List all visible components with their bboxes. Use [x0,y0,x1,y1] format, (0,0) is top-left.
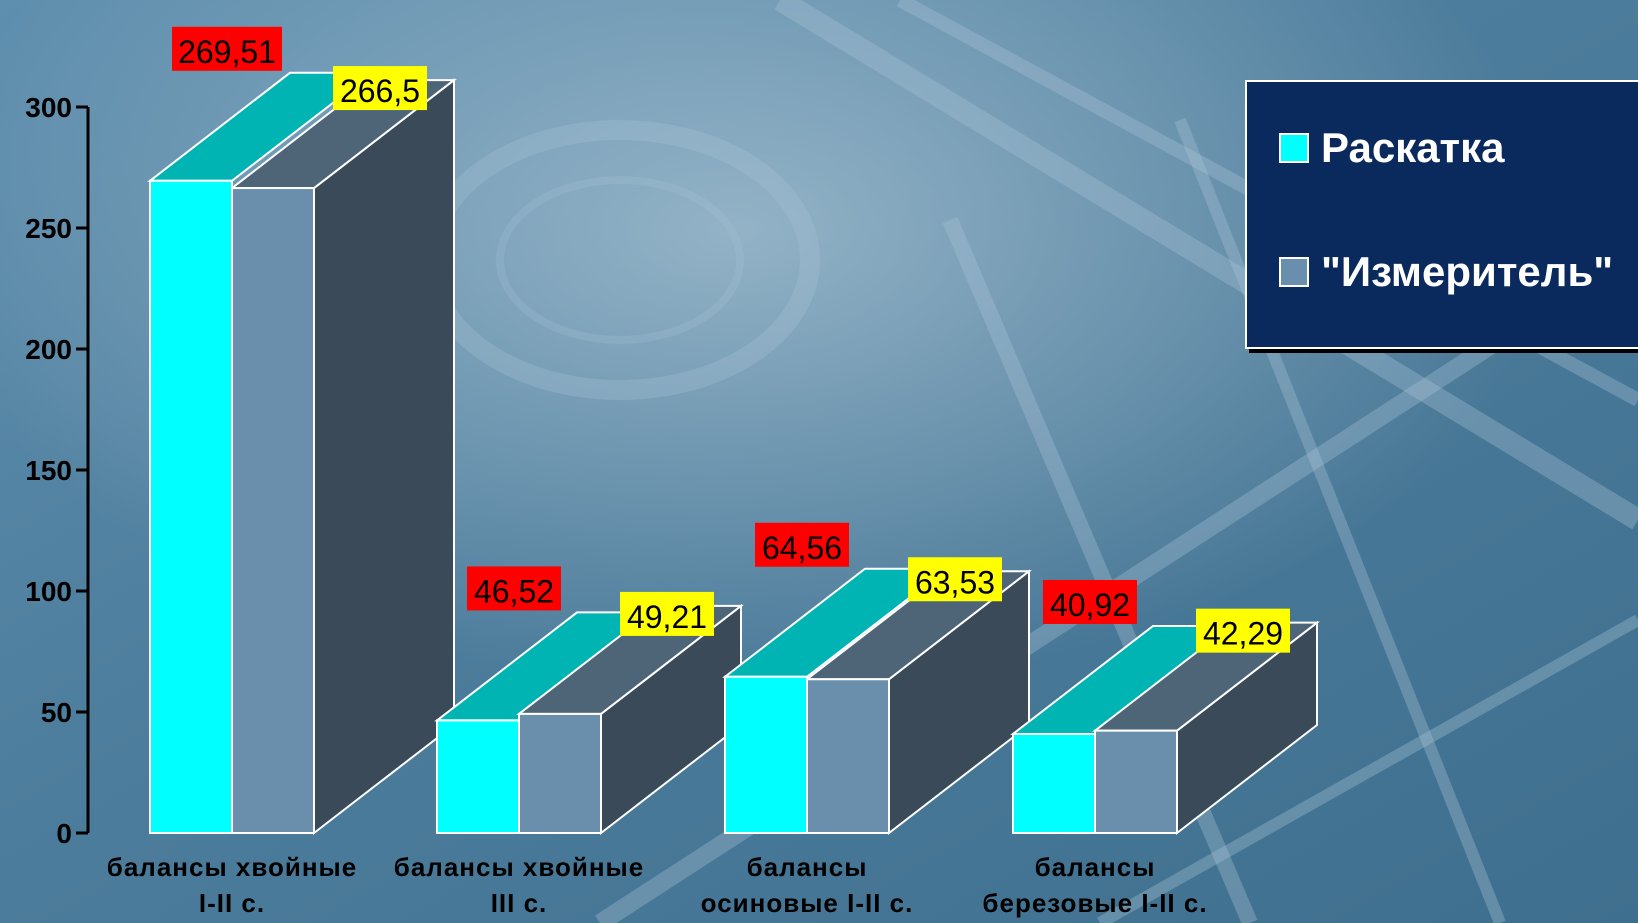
category-label: балансы хвойные [394,852,644,882]
y-tick-label: 0 [56,818,72,849]
y-tick-label: 200 [25,334,72,365]
bar-group [1010,620,1320,836]
category-label: балансы [1035,852,1156,882]
bar-group [147,71,457,836]
data-label-text: 266,5 [340,73,420,109]
data-label-izmeritel: 63,53 [908,557,1002,602]
data-label-raskatka: 46,52 [467,566,561,611]
data-label-bg [172,26,282,71]
category-label: балансы [747,852,868,882]
bar-izmeritel [1094,729,1178,834]
legend-item-raskatka: Раскатка [1279,124,1505,172]
data-label-bg [755,522,849,567]
data-label-bg [1196,608,1290,653]
y-tick-label: 50 [41,697,72,728]
y-tick-label: 150 [25,455,72,486]
bar-izmeritel [231,187,315,834]
bar-raskatka [436,719,520,834]
bar-group [434,603,744,836]
legend-item-izmeritel: "Измеритель" [1279,248,1613,296]
chart-legend: Раскатка "Измеритель" [1245,80,1638,349]
category-label: березовые I-II с. [982,888,1207,918]
bar-izmeritel [518,712,602,835]
category-label: I-II с. [199,888,265,918]
y-tick-label: 100 [25,576,72,607]
legend-swatch-raskatka [1279,133,1309,163]
data-label-text: 40,92 [1050,587,1130,623]
data-label-text: 49,21 [627,599,707,635]
data-label-text: 64,56 [762,530,842,566]
data-label-raskatka: 40,92 [1043,579,1137,624]
bar-izmeritel [806,678,890,834]
bar-raskatka [149,179,233,834]
legend-label-raskatka: Раскатка [1321,124,1505,171]
data-label-izmeritel: 49,21 [620,591,714,636]
data-label-bg [908,557,1002,602]
y-tick-label: 300 [25,92,72,123]
data-label-bg [1043,579,1137,624]
legend-label-izmeritel: "Измеритель" [1321,248,1614,295]
data-label-bg [467,566,561,611]
y-tick-label: 250 [25,213,72,244]
bar-raskatka [1012,732,1096,834]
legend-swatch-izmeritel [1279,257,1309,287]
category-label: III с. [491,888,548,918]
bar-group [722,567,1032,836]
data-label-text: 42,29 [1203,616,1283,652]
bar-raskatka [724,675,808,834]
data-label-bg [333,66,427,111]
data-label-raskatka: 64,56 [755,522,849,567]
category-label: осиновые I-II с. [701,888,914,918]
data-label-raskatka: 269,51 [172,26,282,71]
category-label: балансы хвойные [107,852,357,882]
data-label-izmeritel: 266,5 [333,66,427,111]
bar-side-izmeritel [313,78,455,836]
data-label-text: 46,52 [474,573,554,609]
data-label-izmeritel: 42,29 [1196,608,1290,653]
data-label-text: 269,51 [178,34,276,70]
data-label-text: 63,53 [915,564,995,600]
data-label-bg [620,591,714,636]
